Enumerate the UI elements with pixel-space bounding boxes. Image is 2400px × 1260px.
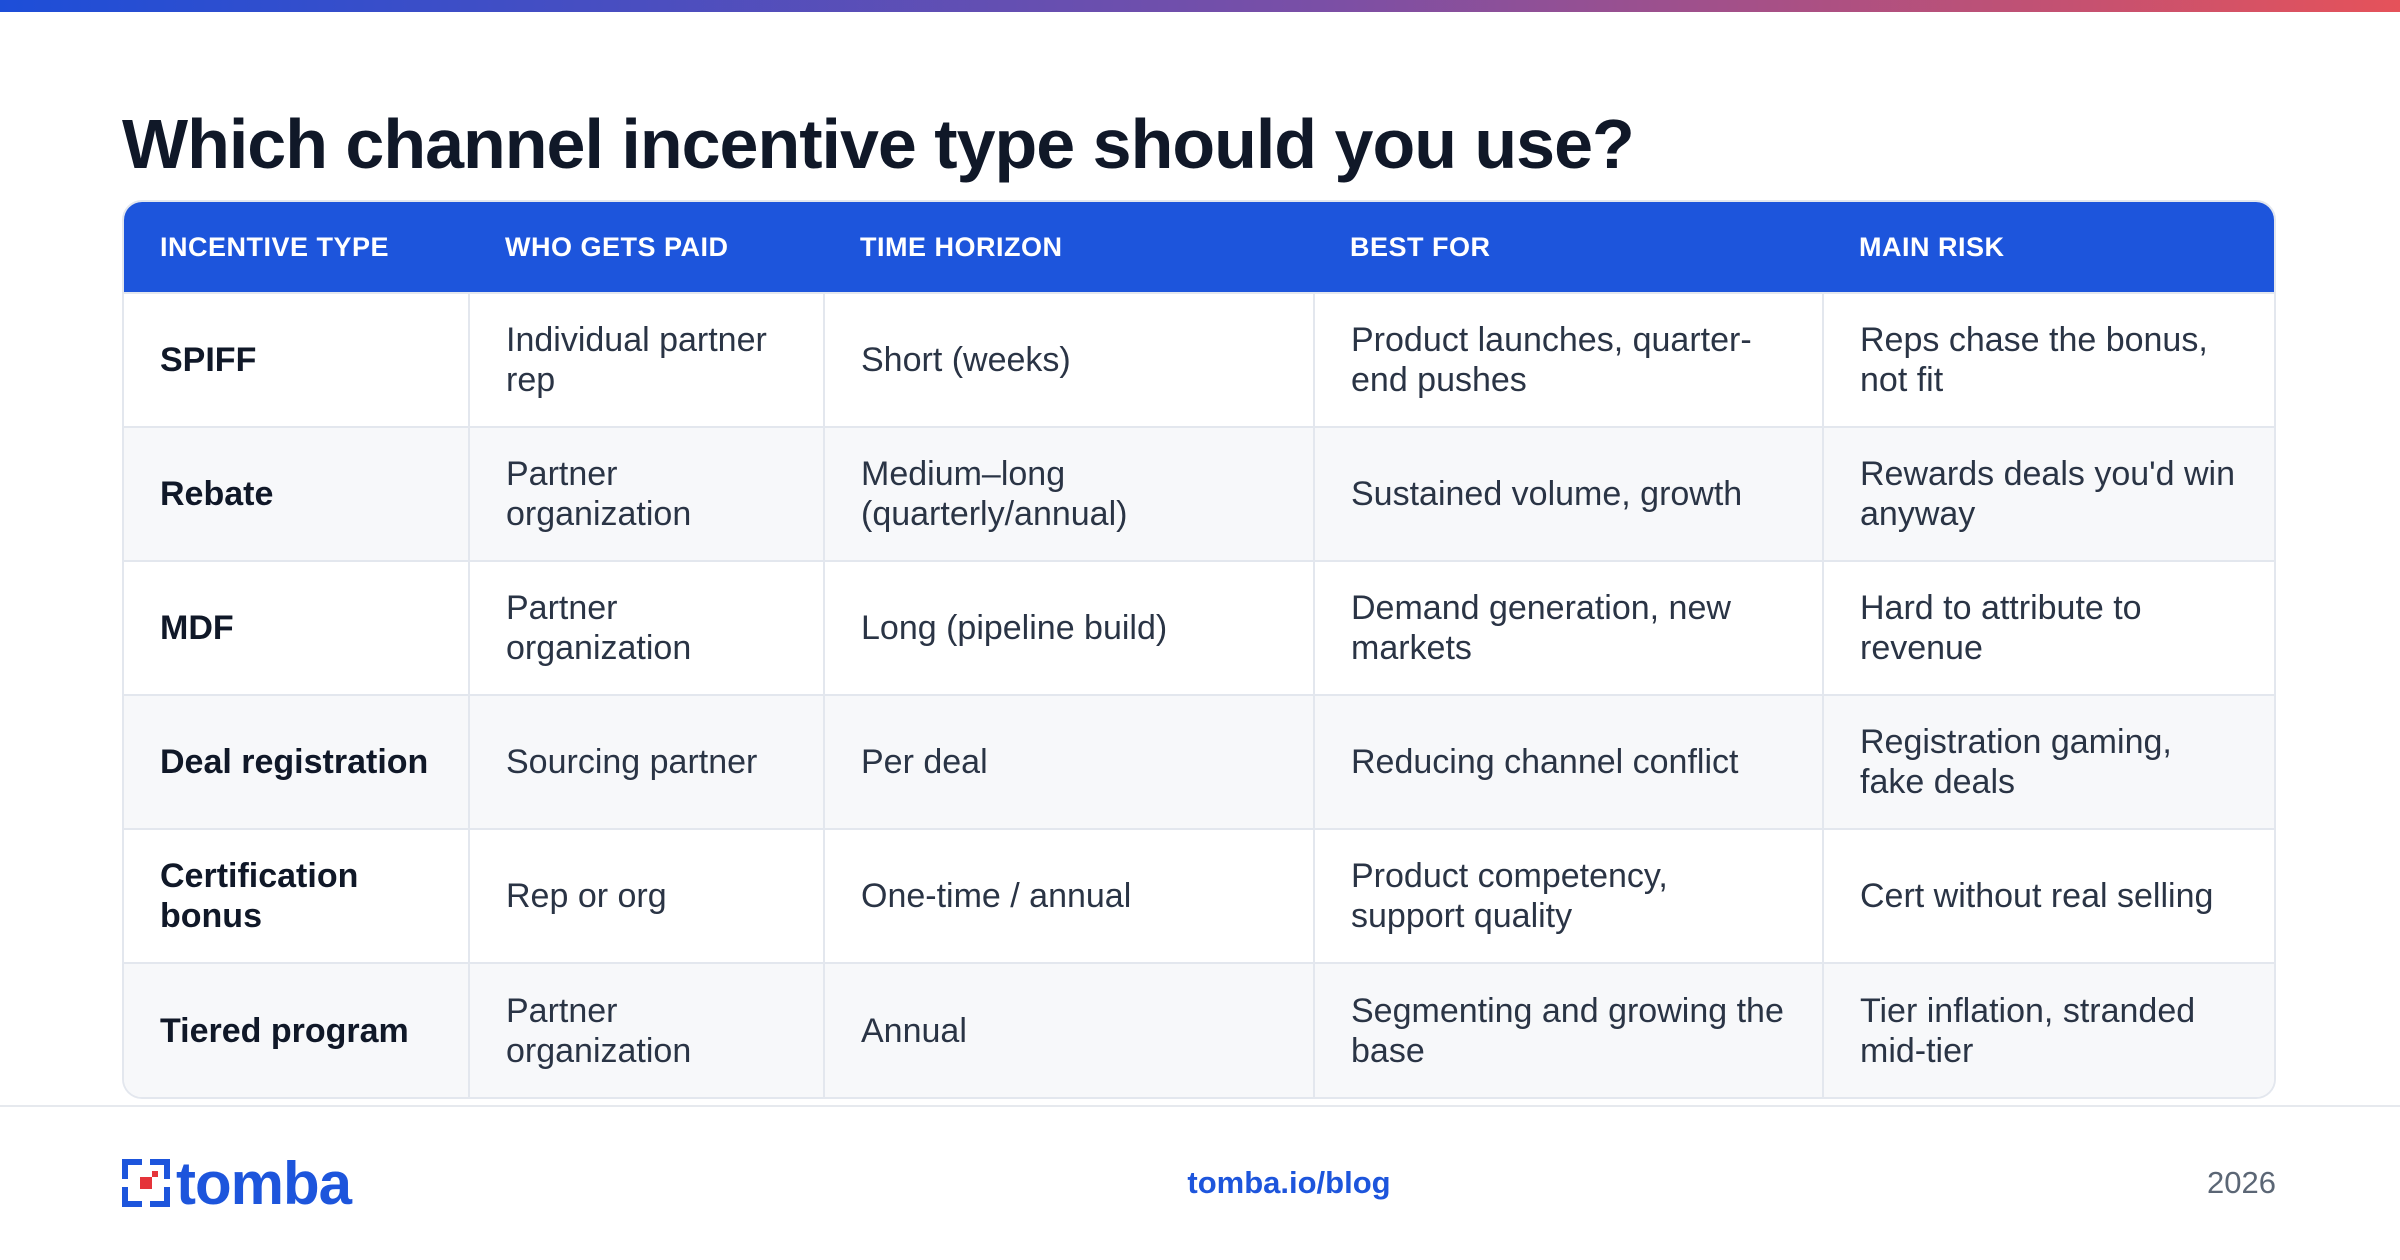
header-row: INCENTIVE TYPE WHO GETS PAID TIME HORIZON B… [124, 202, 2274, 293]
table-row: Rebate Partner organization Medium–long (q… [124, 426, 2274, 561]
table-cell: Segmenting and growing the base [1314, 962, 1824, 1097]
logo-icon [122, 1159, 170, 1207]
table-cell: Product competency, support quality [1314, 828, 1824, 963]
table-cell: Registration gaming, fake deals [1823, 694, 2274, 829]
row-label: MDF [124, 560, 470, 695]
table-cell: Reducing channel conflict [1314, 694, 1824, 829]
table-cell: Individual partner rep [469, 292, 825, 427]
table-cell: Partner organization [469, 962, 825, 1097]
logo-text: tomba [176, 1149, 352, 1217]
blog-link[interactable]: tomba.io/blog [1187, 1165, 1391, 1200]
table-cell: Demand generation, new markets [1314, 560, 1824, 695]
year: 2026 [2207, 1165, 2276, 1200]
row-label: Deal registration [124, 694, 470, 829]
table-cell: Tier inflation, stranded mid-tier [1823, 962, 2274, 1097]
row-label: Tiered program [124, 962, 470, 1097]
table-row: Certification bonus Rep or org One-time / … [124, 828, 2274, 963]
table-cell: Hard to attribute to revenue [1823, 560, 2274, 695]
column-header: BEST FOR [1314, 202, 1823, 293]
table-cell: Partner organization [469, 426, 825, 561]
row-label: Rebate [124, 426, 470, 561]
table-row: Deal registration Sourcing partner Per dea… [124, 694, 2274, 829]
comparison-table: INCENTIVE TYPE WHO GETS PAID TIME HORIZON B… [124, 202, 2274, 1097]
table-row: MDF Partner organization Long (pipeline bu… [124, 560, 2274, 695]
table-cell: Rewards deals you'd win anyway [1823, 426, 2274, 561]
column-header: MAIN RISK [1823, 202, 2274, 293]
table-body: SPIFF Individual partner rep Short (weeks)… [124, 292, 2274, 1097]
row-label: SPIFF [124, 292, 470, 427]
table-cell: Short (weeks) [824, 292, 1315, 427]
table-cell: One-time / annual [824, 828, 1315, 963]
table-cell: Cert without real selling [1823, 828, 2274, 963]
table-row: SPIFF Individual partner rep Short (weeks)… [124, 292, 2274, 427]
table-cell: Medium–long (quarterly/annual) [824, 426, 1315, 561]
table-cell: Annual [824, 962, 1315, 1097]
footer-divider [0, 1105, 2400, 1107]
table-cell: Partner organization [469, 560, 825, 695]
table-cell: Sustained volume, growth [1314, 426, 1824, 561]
row-label: Certification bonus [124, 828, 470, 963]
column-header: WHO GETS PAID [469, 202, 824, 293]
table-cell: Sourcing partner [469, 694, 825, 829]
logo[interactable]: tomba [122, 1150, 352, 1217]
table-cell: Reps chase the bonus, not fit [1823, 292, 2274, 427]
table-container: INCENTIVE TYPE WHO GETS PAID TIME HORIZON B… [122, 200, 2276, 1099]
table-cell: Per deal [824, 694, 1315, 829]
top-accent-bar [0, 0, 2400, 12]
column-header: INCENTIVE TYPE [124, 202, 469, 293]
page-title: Which channel incentive type should you … [122, 105, 1635, 183]
table-row: Tiered program Partner organization Annual… [124, 962, 2274, 1097]
column-header: TIME HORIZON [824, 202, 1314, 293]
table-cell: Long (pipeline build) [824, 560, 1315, 695]
table-cell: Rep or org [469, 828, 825, 963]
table-cell: Product launches, quarter-end pushes [1314, 292, 1824, 427]
